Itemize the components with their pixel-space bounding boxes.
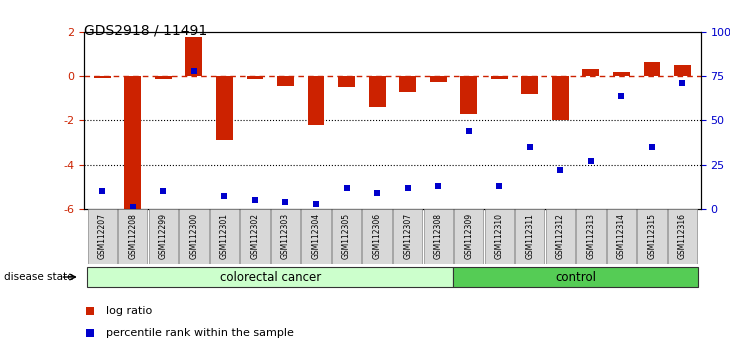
FancyBboxPatch shape bbox=[393, 209, 422, 264]
Bar bbox=[216, 76, 233, 140]
FancyBboxPatch shape bbox=[363, 209, 392, 264]
Text: GSM112299: GSM112299 bbox=[159, 213, 168, 259]
Text: GSM112301: GSM112301 bbox=[220, 213, 229, 259]
FancyBboxPatch shape bbox=[118, 209, 147, 264]
FancyBboxPatch shape bbox=[576, 209, 605, 264]
Bar bbox=[552, 76, 569, 120]
Text: GSM112316: GSM112316 bbox=[678, 213, 687, 259]
Bar bbox=[277, 76, 294, 86]
Text: GSM112311: GSM112311 bbox=[526, 213, 534, 259]
Text: control: control bbox=[555, 270, 596, 284]
Bar bbox=[491, 76, 507, 79]
Bar bbox=[583, 69, 599, 76]
Bar bbox=[307, 76, 324, 125]
Bar bbox=[521, 76, 538, 94]
FancyBboxPatch shape bbox=[423, 209, 453, 264]
Text: GSM112304: GSM112304 bbox=[312, 213, 320, 259]
FancyBboxPatch shape bbox=[88, 209, 117, 264]
Text: log ratio: log ratio bbox=[106, 306, 152, 316]
Text: GSM112303: GSM112303 bbox=[281, 213, 290, 259]
Text: GSM112308: GSM112308 bbox=[434, 213, 442, 259]
FancyBboxPatch shape bbox=[454, 209, 483, 264]
Text: GSM112310: GSM112310 bbox=[495, 213, 504, 259]
Text: GSM112314: GSM112314 bbox=[617, 213, 626, 259]
FancyBboxPatch shape bbox=[637, 209, 666, 264]
Bar bbox=[155, 76, 172, 79]
Bar bbox=[247, 76, 264, 79]
FancyBboxPatch shape bbox=[240, 209, 269, 264]
Text: GSM112207: GSM112207 bbox=[98, 213, 107, 259]
FancyBboxPatch shape bbox=[668, 209, 697, 264]
Text: disease state: disease state bbox=[4, 272, 73, 282]
FancyBboxPatch shape bbox=[149, 209, 178, 264]
Bar bbox=[674, 65, 691, 76]
FancyBboxPatch shape bbox=[545, 209, 575, 264]
Bar bbox=[124, 76, 141, 209]
Bar bbox=[185, 38, 202, 76]
FancyBboxPatch shape bbox=[180, 209, 209, 264]
Bar bbox=[399, 76, 416, 92]
FancyBboxPatch shape bbox=[301, 209, 331, 264]
Text: GDS2918 / 11491: GDS2918 / 11491 bbox=[84, 23, 207, 37]
Text: GSM112305: GSM112305 bbox=[342, 213, 351, 259]
FancyBboxPatch shape bbox=[87, 267, 453, 287]
Text: GSM112313: GSM112313 bbox=[586, 213, 596, 259]
Bar bbox=[644, 62, 661, 76]
Bar bbox=[613, 72, 630, 76]
Bar bbox=[94, 76, 111, 78]
Bar bbox=[461, 76, 477, 114]
FancyBboxPatch shape bbox=[210, 209, 239, 264]
FancyBboxPatch shape bbox=[607, 209, 636, 264]
Text: GSM112307: GSM112307 bbox=[403, 213, 412, 259]
Text: GSM112302: GSM112302 bbox=[250, 213, 259, 259]
Bar bbox=[430, 76, 447, 82]
Text: GSM112309: GSM112309 bbox=[464, 213, 473, 259]
FancyBboxPatch shape bbox=[453, 267, 698, 287]
FancyBboxPatch shape bbox=[332, 209, 361, 264]
Text: percentile rank within the sample: percentile rank within the sample bbox=[106, 328, 293, 338]
Text: GSM112315: GSM112315 bbox=[648, 213, 656, 259]
Bar bbox=[338, 76, 355, 87]
Text: colorectal cancer: colorectal cancer bbox=[220, 270, 321, 284]
FancyBboxPatch shape bbox=[515, 209, 545, 264]
FancyBboxPatch shape bbox=[485, 209, 514, 264]
Text: GSM112208: GSM112208 bbox=[128, 213, 137, 259]
Text: GSM112312: GSM112312 bbox=[556, 213, 565, 259]
Text: GSM112306: GSM112306 bbox=[372, 213, 382, 259]
Text: GSM112300: GSM112300 bbox=[189, 213, 199, 259]
FancyBboxPatch shape bbox=[271, 209, 300, 264]
Bar bbox=[369, 76, 385, 107]
